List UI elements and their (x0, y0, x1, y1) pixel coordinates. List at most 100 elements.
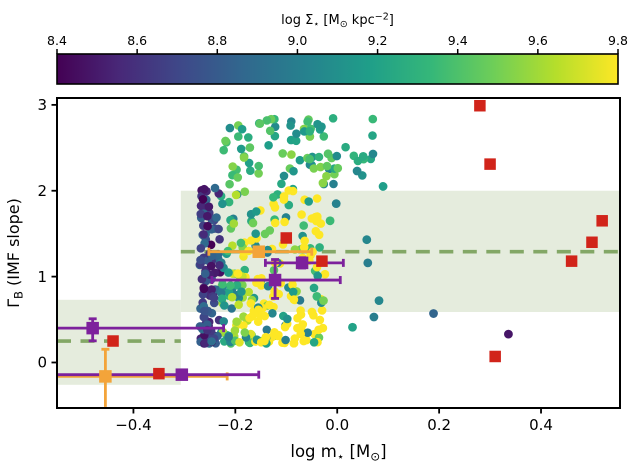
scatter-cloud-dot (260, 229, 270, 239)
colorbar-title-part: ⋆ (313, 19, 319, 30)
x-axis-label-part: ] (380, 442, 386, 461)
scatter-cloud-dot (313, 212, 322, 221)
scatter-cloud-dot (240, 328, 250, 337)
field-dot (348, 322, 357, 332)
square-markers (86, 99, 608, 383)
scatter-cloud-dot (328, 114, 338, 123)
scatter-cloud-dot (217, 294, 227, 304)
scatter-cloud-dot (265, 126, 275, 136)
field-dot (331, 199, 341, 209)
scatter-cloud-dot (228, 162, 237, 171)
scatter-cloud-dot (235, 338, 244, 347)
scatter-cloud-dot (368, 114, 378, 124)
colorbar-tick-label: 8.8 (207, 33, 227, 48)
scatter-cloud-dot (244, 158, 254, 168)
scatter-cloud-dot (210, 183, 220, 193)
scatter-cloud-dot (314, 325, 323, 335)
plot-frame (56, 97, 621, 409)
colorbar-tick-label: 8.4 (47, 33, 67, 48)
scatter-cloud-dot (201, 269, 210, 279)
field-dot (318, 178, 328, 188)
scatter-cloud-dot (329, 179, 338, 189)
scatter-cloud-dot (268, 309, 277, 318)
scatter-cloud-dot (230, 326, 240, 335)
colorbar-tick-label: 8.6 (127, 33, 147, 48)
red-square-marker (484, 158, 496, 170)
scatter-cloud-dot (284, 200, 294, 210)
colorbar-tick-label: 9.8 (608, 33, 628, 48)
scatter-cloud-dot (315, 315, 325, 325)
scatter-cloud-dot (280, 322, 290, 332)
colorbar-title: log Σ⋆ [M⊙ kpc−2] (281, 12, 394, 31)
scatter-cloud-dot (297, 210, 306, 219)
scatter-cloud-dot (249, 309, 259, 318)
scatter-cloud (195, 114, 378, 348)
scatter-cloud-dot (224, 332, 233, 342)
y-axis-tick-label: 0 (37, 354, 47, 372)
scatter-cloud-dot (281, 335, 290, 345)
scatter-cloud-dot (279, 171, 289, 181)
field-dot (378, 182, 388, 191)
scatter-cloud-dot (300, 236, 310, 246)
scatter-cloud-dot (341, 142, 350, 152)
scatter-cloud-dot (322, 161, 332, 171)
scatter-cloud-dot (277, 179, 286, 189)
scatter-cloud-dot (314, 152, 324, 162)
scatter-cloud-dot (204, 202, 214, 211)
red-square-marker (596, 215, 608, 227)
colorbar-title-part: kpc (348, 13, 375, 28)
colorbar-tick-label: 9.4 (448, 33, 468, 48)
field-dot (504, 329, 513, 339)
scatter-cloud-dot (299, 243, 309, 252)
scatter-cloud-dot (224, 197, 234, 207)
scatter-cloud-dot (299, 221, 309, 230)
scatter-cloud-dot (220, 301, 229, 310)
scatter-cloud-dot (234, 300, 243, 310)
scatter-cloud-dot (291, 136, 301, 146)
scatter-cloud-dot (227, 304, 236, 313)
scatter-cloud-dot (246, 166, 255, 175)
x-axis-label-part: [M (344, 442, 370, 461)
field-dot (374, 296, 384, 306)
colorbar-gradient (56, 53, 619, 85)
scatter-cloud-dot (207, 337, 216, 346)
scatter-cloud-dot (368, 149, 378, 159)
scatter-cloud-dot (246, 299, 256, 308)
scatter-cloud-dot (312, 194, 322, 203)
scatter-cloud-dot (233, 269, 243, 278)
scatter-cloud-dot (240, 187, 250, 196)
scatter-cloud-dot (237, 287, 246, 297)
scatter-cloud-dot (288, 186, 298, 196)
scatter-cloud-dot (309, 338, 319, 347)
x-axis-label-part: ⊙ (370, 450, 380, 464)
scatter-cloud-dot (303, 117, 312, 126)
y-axis-tick-label: 3 (37, 96, 47, 114)
scatter-cloud-dot (229, 219, 239, 228)
scatter-cloud-dot (289, 295, 299, 304)
colorbar-title-part: −2 (375, 12, 389, 23)
field-dots (312, 149, 513, 339)
scatter-cloud-dot (236, 144, 246, 154)
scatter-cloud-dot (227, 292, 237, 302)
scatter-cloud-dot (264, 141, 273, 150)
scatter-cloud-dot (278, 149, 288, 158)
red-square-marker (489, 350, 501, 363)
x-axis-tick-label: −0.2 (217, 416, 253, 434)
scatter-cloud-dot (296, 310, 306, 319)
scatter-cloud-dot (288, 287, 298, 297)
red-square-marker (280, 232, 293, 244)
scatter-cloud-dot (305, 127, 315, 136)
red-square-marker (107, 335, 119, 347)
scatter-cloud-dot (226, 281, 235, 290)
scatter-cloud-dot (240, 265, 249, 275)
scatter-cloud-dot (333, 163, 343, 173)
red-square-marker (153, 367, 165, 380)
field-dot (362, 235, 372, 245)
scatter-cloud-dot (199, 230, 208, 239)
scatter-cloud-dot (316, 162, 325, 172)
scatter-cloud-dot (289, 166, 298, 176)
scatter-cloud-dot (196, 255, 205, 265)
scatter-cloud-dot (203, 221, 212, 231)
colorbar-title-part: ⊙ (340, 19, 348, 30)
